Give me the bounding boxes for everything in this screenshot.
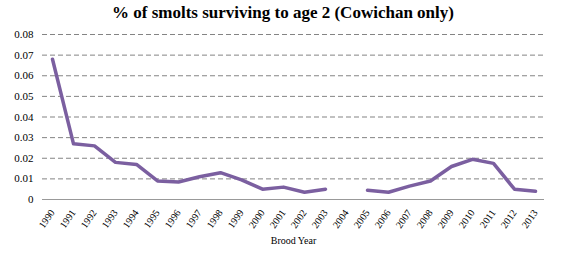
svg-text:0.02: 0.02 (14, 152, 33, 164)
svg-text:2013: 2013 (519, 207, 539, 230)
svg-text:2012: 2012 (498, 207, 518, 230)
svg-text:2007: 2007 (393, 207, 413, 230)
svg-text:2003: 2003 (309, 207, 329, 230)
svg-text:1997: 1997 (183, 207, 203, 230)
svg-text:2009: 2009 (435, 207, 455, 230)
svg-text:2000: 2000 (246, 207, 266, 230)
svg-text:2010: 2010 (456, 207, 476, 230)
svg-text:0.03: 0.03 (14, 131, 34, 143)
svg-text:0: 0 (28, 193, 34, 205)
svg-text:2011: 2011 (477, 207, 497, 229)
html-text:% of smolts surviving to age 2: % of smolts surviving to age 2 (Cowichan… (112, 3, 454, 22)
svg-text:1996: 1996 (162, 207, 182, 230)
svg-text:2002: 2002 (288, 207, 308, 230)
svg-text:0.05: 0.05 (14, 90, 34, 102)
svg-text:1999: 1999 (225, 207, 245, 230)
svg-text:2001: 2001 (267, 207, 287, 230)
svg-text:0.07: 0.07 (14, 49, 34, 61)
svg-text:1992: 1992 (78, 207, 98, 230)
svg-text:0.01: 0.01 (14, 172, 33, 184)
svg-text:2004: 2004 (330, 207, 350, 230)
svg-text:1995: 1995 (141, 207, 161, 230)
svg-text:1990: 1990 (36, 207, 56, 230)
svg-text:0.08: 0.08 (14, 28, 34, 40)
svg-text:1991: 1991 (57, 207, 77, 230)
svg-text:1998: 1998 (204, 207, 224, 230)
svg-text:2005: 2005 (351, 207, 371, 230)
svg-text:2008: 2008 (414, 207, 434, 230)
svg-text:0.06: 0.06 (14, 69, 34, 81)
svg-text:0.04: 0.04 (14, 111, 34, 123)
svg-text:1993: 1993 (99, 207, 119, 230)
svg-text:1994: 1994 (120, 207, 140, 230)
svg-text:Brood Year: Brood Year (271, 235, 317, 246)
svg-text:2006: 2006 (372, 207, 392, 230)
